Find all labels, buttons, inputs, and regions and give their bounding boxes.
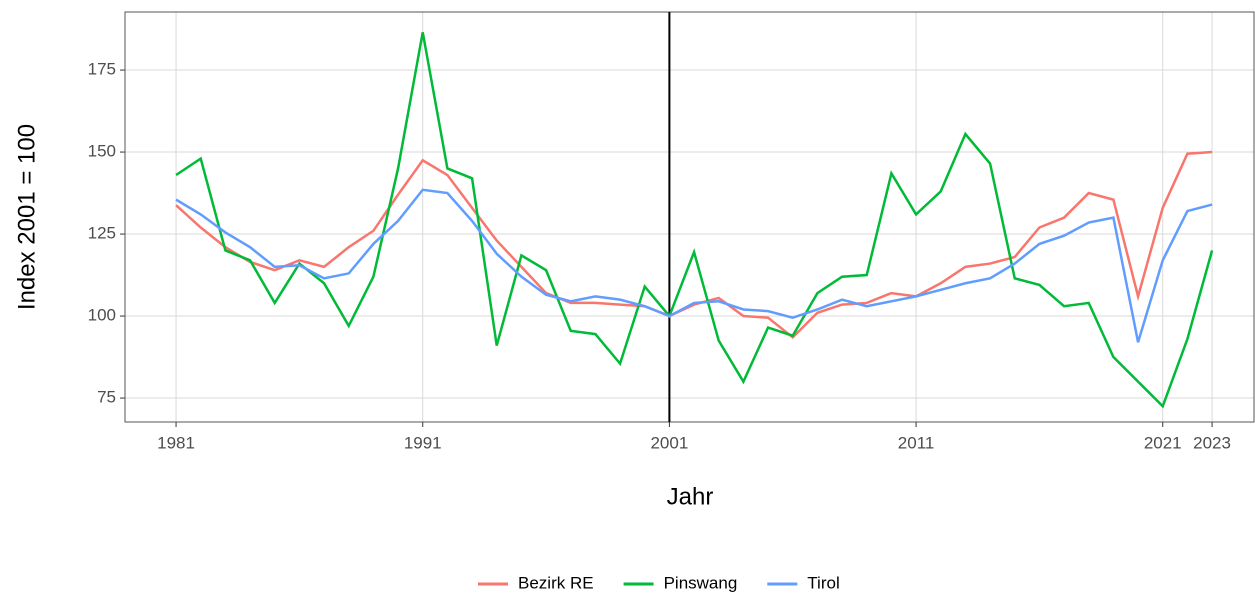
y-tick-label: 125 — [88, 224, 116, 243]
x-tick-label: 1991 — [404, 433, 442, 452]
y-tick-label: 175 — [88, 60, 116, 79]
x-tick-label: 2023 — [1193, 433, 1231, 452]
y-tick-label: 150 — [88, 142, 116, 161]
legend-label: Tirol — [807, 573, 839, 592]
x-tick-label: 2011 — [898, 433, 935, 452]
line — [175, 32, 1214, 409]
y-axis-title: Index 2001 = 100 — [13, 124, 40, 310]
x-tick-label: 2021 — [1144, 433, 1182, 452]
legend-label: Bezirk RE — [518, 573, 594, 592]
x-tick-label: 2001 — [650, 433, 688, 452]
x-tick-label: 1981 — [157, 433, 195, 452]
panel-border — [124, 11, 1255, 423]
y-tick-label: 75 — [97, 388, 116, 407]
x-axis-title: Jahr — [667, 483, 714, 510]
line — [175, 150, 1213, 340]
legend-label: Pinswang — [664, 573, 738, 592]
y-tick-label: 100 — [88, 306, 116, 325]
line — [175, 188, 1213, 343]
